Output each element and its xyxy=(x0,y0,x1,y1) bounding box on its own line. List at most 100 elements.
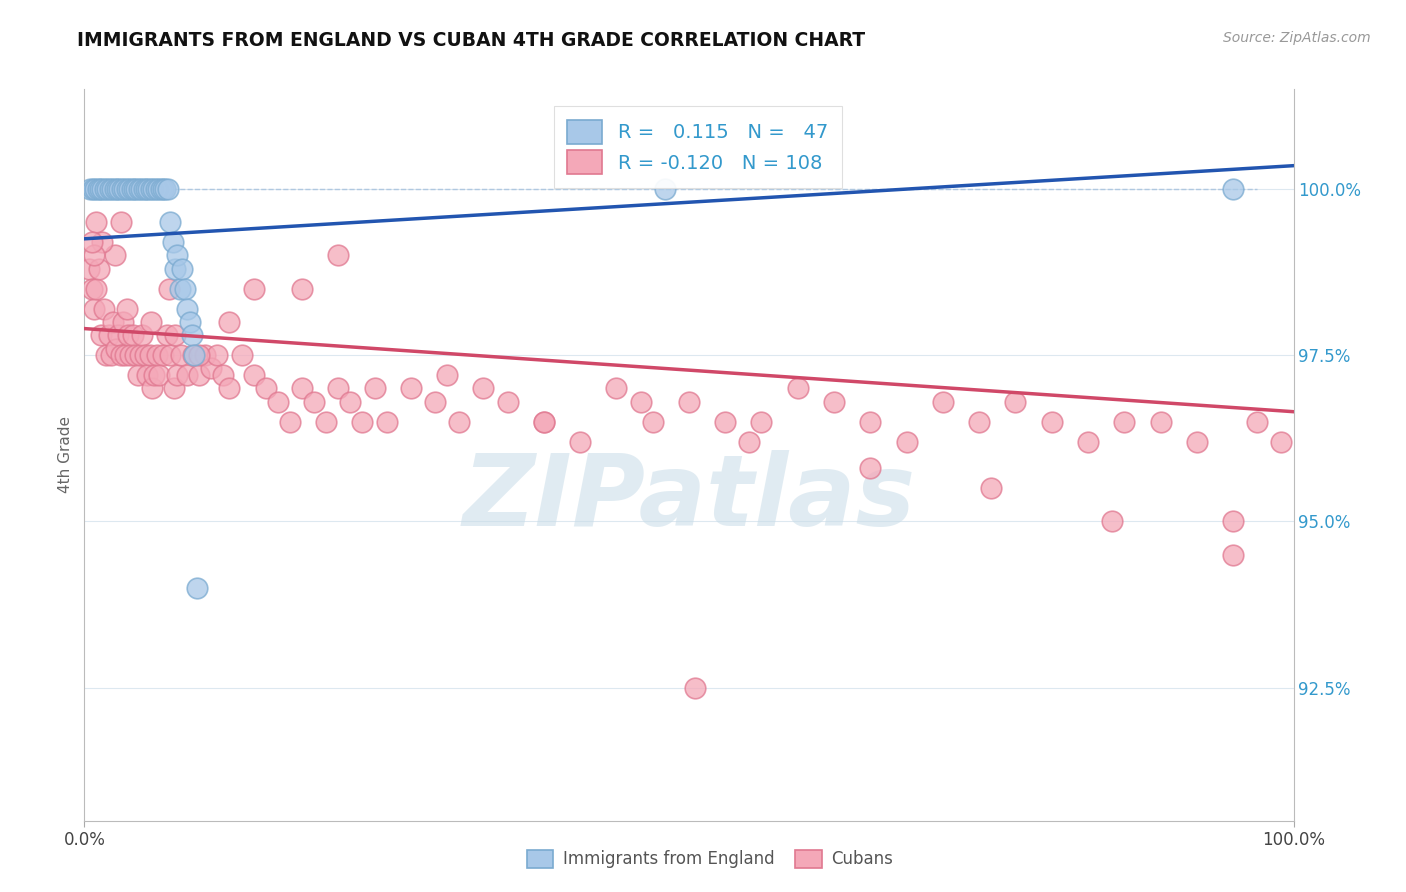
Point xyxy=(859,461,882,475)
Point xyxy=(218,381,240,395)
Point xyxy=(254,381,277,395)
Point xyxy=(1270,434,1292,449)
Point xyxy=(859,415,882,429)
Point xyxy=(641,415,664,429)
Legend: Immigrants from England, Cubans: Immigrants from England, Cubans xyxy=(519,841,901,877)
Point xyxy=(605,381,627,395)
Point xyxy=(569,434,592,449)
Point xyxy=(218,315,240,329)
Point xyxy=(212,368,235,383)
Point xyxy=(112,315,135,329)
Point xyxy=(278,415,301,429)
Point xyxy=(152,182,174,196)
Point xyxy=(1077,434,1099,449)
Point xyxy=(86,282,108,296)
Point xyxy=(823,394,845,409)
Point xyxy=(654,182,676,196)
Point xyxy=(121,182,143,196)
Point xyxy=(131,328,153,343)
Text: IMMIGRANTS FROM ENGLAND VS CUBAN 4TH GRADE CORRELATION CHART: IMMIGRANTS FROM ENGLAND VS CUBAN 4TH GRA… xyxy=(77,31,866,50)
Point xyxy=(1222,182,1244,196)
Point xyxy=(533,415,555,429)
Point xyxy=(138,182,160,196)
Point xyxy=(118,182,141,196)
Point xyxy=(162,235,184,249)
Point xyxy=(142,182,165,196)
Point xyxy=(176,301,198,316)
Point xyxy=(110,215,132,229)
Point xyxy=(125,182,148,196)
Point xyxy=(179,315,201,329)
Point xyxy=(1004,394,1026,409)
Point xyxy=(173,282,195,296)
Point xyxy=(105,182,128,196)
Point xyxy=(1222,515,1244,529)
Point xyxy=(115,182,138,196)
Point xyxy=(128,182,150,196)
Point xyxy=(101,182,124,196)
Point xyxy=(328,248,350,262)
Point xyxy=(97,328,120,343)
Point xyxy=(93,301,115,316)
Point xyxy=(145,182,167,196)
Point xyxy=(496,394,519,409)
Point xyxy=(115,301,138,316)
Point xyxy=(155,328,177,343)
Point xyxy=(143,368,166,383)
Point xyxy=(165,328,187,343)
Point xyxy=(149,182,172,196)
Point xyxy=(188,368,211,383)
Point xyxy=(1040,415,1063,429)
Point xyxy=(159,348,181,362)
Point xyxy=(399,381,422,395)
Point xyxy=(104,182,127,196)
Point xyxy=(630,394,652,409)
Point xyxy=(1246,415,1268,429)
Point xyxy=(242,368,264,383)
Point xyxy=(166,248,188,262)
Point xyxy=(146,348,169,362)
Text: Source: ZipAtlas.com: Source: ZipAtlas.com xyxy=(1223,31,1371,45)
Point xyxy=(423,394,446,409)
Point xyxy=(291,381,314,395)
Point xyxy=(200,361,222,376)
Point xyxy=(786,381,808,395)
Point xyxy=(436,368,458,383)
Point xyxy=(124,348,146,362)
Point xyxy=(104,342,127,356)
Point xyxy=(98,182,121,196)
Text: ZIPatlas: ZIPatlas xyxy=(463,450,915,548)
Point xyxy=(932,394,955,409)
Point xyxy=(176,368,198,383)
Point xyxy=(315,415,337,429)
Point xyxy=(91,235,114,249)
Point xyxy=(100,348,122,362)
Point xyxy=(242,282,264,296)
Point xyxy=(138,348,160,362)
Point xyxy=(1114,415,1136,429)
Point xyxy=(134,348,156,362)
Point xyxy=(94,348,117,362)
Point xyxy=(328,381,350,395)
Legend: R =   0.115   N =   47, R = -0.120   N = 108: R = 0.115 N = 47, R = -0.120 N = 108 xyxy=(554,106,842,187)
Point xyxy=(980,481,1002,495)
Point xyxy=(129,348,152,362)
Point xyxy=(896,434,918,449)
Point xyxy=(352,415,374,429)
Point xyxy=(108,182,131,196)
Point xyxy=(148,368,170,383)
Point xyxy=(472,381,495,395)
Point xyxy=(141,381,163,395)
Point xyxy=(169,282,191,296)
Point xyxy=(79,182,101,196)
Point xyxy=(127,368,149,383)
Point xyxy=(82,182,104,196)
Point xyxy=(166,368,188,383)
Point xyxy=(363,381,385,395)
Point xyxy=(152,348,174,362)
Point xyxy=(165,261,187,276)
Point xyxy=(183,348,205,362)
Point xyxy=(132,182,155,196)
Point xyxy=(136,368,159,383)
Point xyxy=(967,415,990,429)
